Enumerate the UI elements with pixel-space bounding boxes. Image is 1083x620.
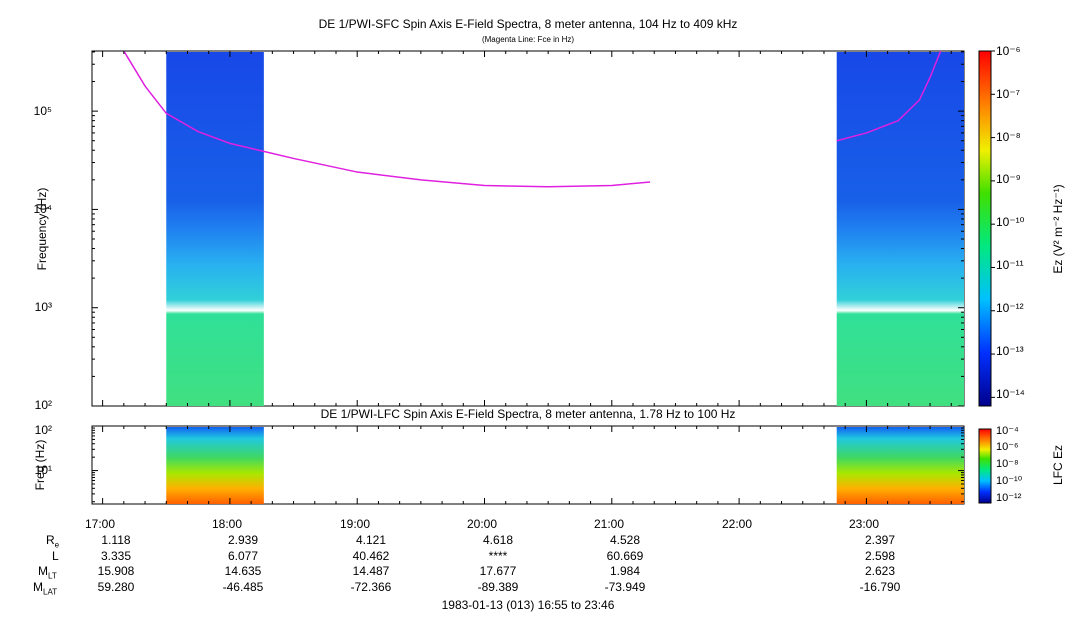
eph-label-mlt: MLT <box>38 564 57 581</box>
bottom-colorbar-label: LFC Ez <box>1051 445 1065 486</box>
bottom-ytick-label: 10¹ <box>34 463 52 477</box>
top-ytick-label: 10⁵ <box>33 104 52 118</box>
ephemeris-cell: 15.908 <box>97 564 135 578</box>
bottom-colorbar-tick: 10⁻¹⁰ <box>996 475 1023 487</box>
ephemeris-cell: -72.366 <box>350 580 392 594</box>
bottom-colorbar <box>978 428 992 504</box>
eph-label-re: Re <box>46 533 60 550</box>
colorbar-ticks <box>991 50 995 398</box>
top-y-axis-label: Frequency (Hz) <box>35 187 49 271</box>
ephemeris-cell: 2.598 <box>864 549 896 563</box>
ephemeris-cell: 4.121 <box>355 533 387 547</box>
xtick-label: 18:00 <box>212 517 243 531</box>
top-ytick-label: 10⁴ <box>33 202 52 216</box>
top-ytick-label: 10² <box>34 398 52 412</box>
ephemeris-cell: **** <box>488 549 508 563</box>
fce-line <box>123 50 651 188</box>
bottom-ytick-label: 10² <box>34 423 52 437</box>
xtick-label: 21:00 <box>594 517 625 531</box>
top-colorbar-tick: 10⁻¹¹ <box>996 258 1024 272</box>
top-spectrogram-blocks <box>166 52 964 406</box>
eph-label-l: L <box>52 549 59 563</box>
top-colorbar-tick: 10⁻¹² <box>996 301 1024 315</box>
top-panel-subtitle: (Magenta Line: Fce in Hz) <box>481 35 575 44</box>
xtick-label: 22:00 <box>722 517 753 531</box>
ephemeris-cell: 2.939 <box>227 533 259 547</box>
top-colorbar-tick: 10⁻⁸ <box>996 130 1021 144</box>
ephemeris-cell: -16.790 <box>859 580 901 594</box>
ephemeris-cell: -46.485 <box>222 580 264 594</box>
ephemeris-cell: 14.487 <box>352 564 390 578</box>
bottom-panel-title: DE 1/PWI-LFC Spin Axis E-Field Spectra, … <box>320 407 736 421</box>
ephemeris-cell: 4.528 <box>609 533 641 547</box>
bottom-colorbar-tick: 10⁻⁸ <box>996 458 1019 470</box>
ephemeris-cell: 1.118 <box>101 533 131 547</box>
top-colorbar-tick: 10⁻¹⁴ <box>996 387 1025 401</box>
top-colorbar-label: Ez (V² m⁻² Hz⁻¹) <box>1051 184 1065 274</box>
ephemeris-cell: -73.949 <box>604 580 646 594</box>
top-panel-title: DE 1/PWI-SFC Spin Axis E-Field Spectra, … <box>318 17 738 31</box>
ephemeris-cell: 6.077 <box>227 549 259 563</box>
spectrogram-block <box>166 52 264 406</box>
top-colorbar-tick: 10⁻⁷ <box>996 87 1021 101</box>
bottom-colorbar-tick: 10⁻⁶ <box>996 441 1019 453</box>
ephemeris-cell: 17.677 <box>479 564 517 578</box>
top-colorbar-tick: 10⁻⁶ <box>996 44 1021 58</box>
top-colorbar-tick: 10⁻¹⁰ <box>996 215 1025 229</box>
ephemeris-cell: 1.984 <box>609 564 641 578</box>
ephemeris-cell: 3.335 <box>100 549 132 563</box>
ephemeris-cell: 40.462 <box>352 549 390 563</box>
ephemeris-cell: 2.623 <box>864 564 896 578</box>
ephemeris-cell: -89.389 <box>477 580 519 594</box>
ephemeris-cell: 4.618 <box>482 533 514 547</box>
bottom-colorbar-tick: 10⁻¹² <box>996 492 1022 504</box>
spectrogram-block <box>836 427 964 504</box>
top-ytick-label: 10³ <box>34 300 52 314</box>
top-colorbar-tick: 10⁻¹³ <box>996 344 1024 358</box>
top-y-ticks <box>92 51 964 407</box>
ephemeris-cell: 2.397 <box>864 533 896 547</box>
xtick-label: 17:00 <box>85 517 116 531</box>
x-axis-ticks <box>102 51 952 504</box>
ephemeris-cell: 59.280 <box>97 580 135 594</box>
ephemeris-cell: 14.635 <box>224 564 262 578</box>
xtick-label: 23:00 <box>849 517 880 531</box>
eph-label-mlat: MLAT <box>33 580 58 597</box>
ephemeris-cell: 60.669 <box>606 549 644 563</box>
bottom-colorbar-tick: 10⁻⁴ <box>996 425 1019 437</box>
spectrogram-block <box>166 427 264 504</box>
fce-line <box>836 50 942 142</box>
top-colorbar <box>978 50 992 407</box>
xtick-label: 19:00 <box>340 517 371 531</box>
bottom-spectrogram-blocks <box>166 427 964 504</box>
time-range-footer: 1983-01-13 (013) 16:55 to 23:46 <box>441 598 615 612</box>
xtick-label: 20:00 <box>467 517 498 531</box>
top-colorbar-tick: 10⁻⁹ <box>996 172 1021 186</box>
bottom-y-ticks <box>92 425 964 503</box>
spectrogram-block <box>836 52 964 406</box>
